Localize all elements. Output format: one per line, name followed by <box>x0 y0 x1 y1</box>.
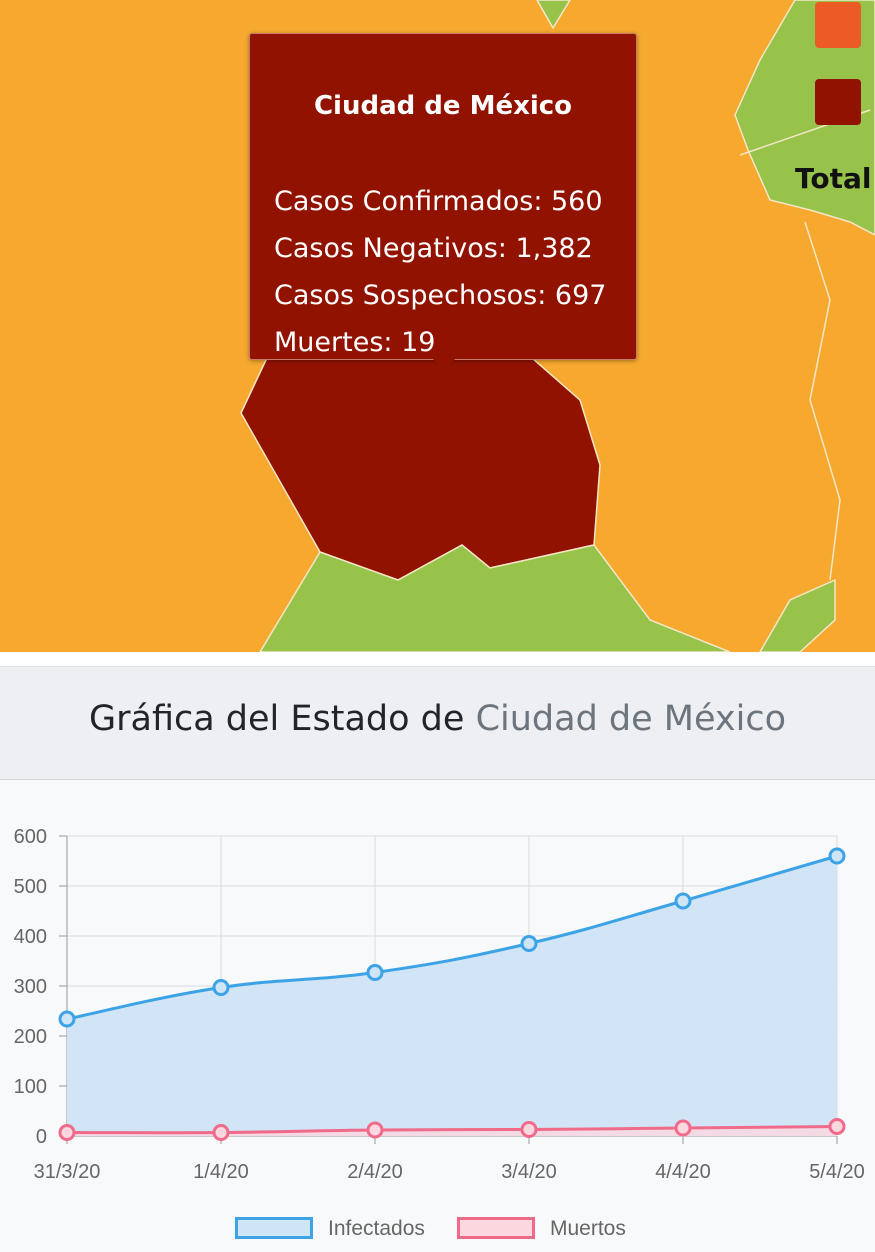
region-green-bottom[interactable] <box>259 544 731 652</box>
data-point-infectados <box>828 847 846 865</box>
data-point-infectados <box>366 964 384 981</box>
data-point-muertos <box>366 1121 384 1139</box>
y-tick-label: 600 <box>14 826 47 848</box>
y-tick-label: 200 <box>14 1026 47 1048</box>
data-point-infectados <box>520 935 538 952</box>
y-tick-label: 100 <box>14 1076 47 1098</box>
legend-label-infectados: Infectados <box>328 1217 425 1240</box>
section-divider <box>0 652 875 666</box>
data-point-infectados <box>58 1010 76 1028</box>
chart-title-prefix: Gráfica del Estado de <box>88 699 476 739</box>
region-green-right[interactable] <box>734 0 875 236</box>
data-point-muertos <box>520 1121 538 1138</box>
y-tick-label: 400 <box>14 926 47 948</box>
x-tick-label: 1/4/20 <box>193 1161 249 1183</box>
map-legend-swatch-dark-red <box>815 79 861 125</box>
y-tick-label: 300 <box>14 976 47 998</box>
region-green-bottom-right[interactable] <box>759 578 836 652</box>
data-point-muertos <box>828 1118 846 1135</box>
line-chart: 0 100 200 300 400 500 600 31/3/20 1/4/20 2/4/20 3/… <box>14 826 865 1183</box>
tooltip-title: Ciudad de México <box>313 91 573 121</box>
tooltip-negative: Casos Negativos: 1,382 <box>274 233 593 264</box>
chart-card-title: Gráfica del Estado de Ciudad de México <box>0 699 875 739</box>
chart-card-body: 0 100 200 300 400 500 600 31/3/20 1/4/20 2/4/20 3/… <box>0 780 875 1252</box>
legend-label-muertos: Muertos <box>550 1217 626 1240</box>
data-point-infectados <box>674 892 692 910</box>
data-point-infectados <box>212 979 230 996</box>
tooltip-confirmed: Casos Confirmados: 560 <box>274 186 603 217</box>
x-tick-label: 2/4/20 <box>347 1161 403 1183</box>
x-tick-label: 31/3/20 <box>34 1161 101 1183</box>
tooltip-deaths: Muertes: 19 <box>274 327 436 358</box>
legend-box-infectados <box>235 1217 313 1239</box>
data-point-muertos <box>212 1124 230 1141</box>
legend-box-muertos <box>457 1217 535 1239</box>
x-tick-label: 5/4/20 <box>809 1161 865 1183</box>
region-green-top[interactable] <box>536 0 571 30</box>
chart-title-state: Ciudad de México <box>475 699 786 739</box>
chart-legend: Infectados Muertos <box>0 1214 875 1244</box>
y-tick-label: 0 <box>36 1126 47 1148</box>
tooltip-arrow <box>433 359 455 371</box>
data-point-muertos <box>58 1124 76 1141</box>
data-point-muertos <box>674 1119 692 1137</box>
series-area-infectados <box>67 856 837 1136</box>
series-line-infectados <box>66 854 838 1021</box>
x-tick-label: 3/4/20 <box>501 1161 557 1183</box>
map-legend-swatch-orange-red <box>815 2 861 48</box>
series-line-muertos <box>66 1125 838 1135</box>
tooltip-suspected: Casos Sospechosos: 697 <box>274 280 607 311</box>
region-border-line-2 <box>804 221 841 581</box>
y-tick-label: 500 <box>14 876 47 898</box>
state-map[interactable]: Total Ciudad de México Casos Confirmados… <box>0 0 875 652</box>
map-tooltip: Ciudad de México Casos Confirmados: 560 … <box>249 33 637 360</box>
map-legend-total: Total <box>795 162 872 195</box>
chart-card-header: Gráfica del Estado de Ciudad de México <box>0 666 875 780</box>
x-tick-label: 4/4/20 <box>655 1161 711 1183</box>
